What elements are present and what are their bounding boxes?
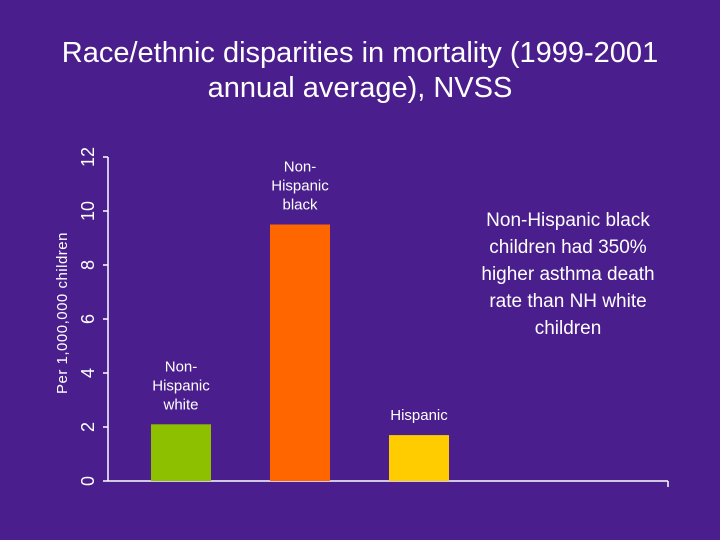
slide-title: Race/ethnic disparities in mortality (19…: [61, 37, 659, 104]
bar-hispanic: [389, 435, 449, 481]
chart-axes: 0 2 4 6 8 10 12 Per 1,000,000 children: [54, 147, 669, 487]
bar-non-hispanic-white: [151, 424, 211, 481]
y-axis-title: Per 1,000,000 children: [54, 232, 71, 394]
y-tick-label: 10: [78, 201, 98, 221]
y-tick-label: 8: [78, 260, 98, 270]
chart-bars: [151, 224, 449, 481]
bar-non-hispanic-black: [270, 224, 330, 481]
y-tick-label: 12: [78, 147, 98, 167]
category-label: Non-Hispanic white: [152, 358, 210, 413]
y-tick-label: 2: [78, 422, 98, 432]
category-label: Hispanic: [390, 407, 448, 424]
y-tick-label: 0: [78, 476, 98, 486]
y-tick-label: 6: [78, 314, 98, 324]
chart-category-labels: Non-Hispanic white Non-Hispanic black Hispan…: [152, 159, 448, 425]
category-label: Non-Hispanic black: [271, 159, 329, 214]
annotation-text: Non-Hispanic black children had 350% hig…: [481, 210, 655, 339]
y-tick-label: 4: [78, 368, 98, 378]
